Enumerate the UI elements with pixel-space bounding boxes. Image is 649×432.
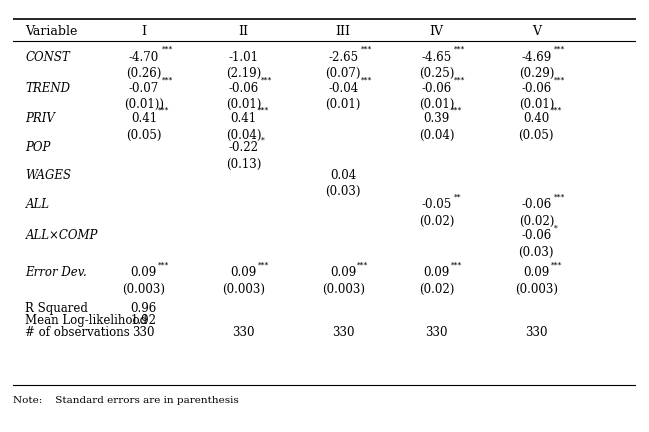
Text: (0.02): (0.02): [519, 215, 554, 228]
Text: (0.003): (0.003): [222, 283, 265, 296]
Text: -0.06: -0.06: [521, 82, 552, 95]
Text: TREND: TREND: [25, 82, 71, 95]
Text: 330: 330: [425, 327, 448, 340]
Text: ***: ***: [454, 77, 465, 85]
Text: ***: ***: [162, 46, 173, 54]
Text: (2.19): (2.19): [226, 67, 261, 80]
Text: 0.40: 0.40: [523, 112, 550, 125]
Text: ***: ***: [162, 77, 173, 85]
Text: 0.41: 0.41: [130, 112, 157, 125]
Text: ***: ***: [361, 77, 372, 85]
Text: ***: ***: [454, 46, 465, 54]
Text: (0.003): (0.003): [322, 283, 365, 296]
Text: 0.04: 0.04: [330, 169, 356, 182]
Text: 1.92: 1.92: [131, 314, 157, 327]
Text: 0.09: 0.09: [130, 266, 157, 280]
Text: WAGES: WAGES: [25, 169, 71, 182]
Text: CONST: CONST: [25, 51, 70, 64]
Text: -0.06: -0.06: [421, 82, 452, 95]
Text: V: V: [532, 25, 541, 38]
Text: Note:    Standard errors are in parenthesis: Note: Standard errors are in parenthesis: [13, 396, 239, 405]
Text: 330: 330: [332, 327, 354, 340]
Text: PRIV: PRIV: [25, 112, 55, 125]
Text: ***: ***: [550, 107, 562, 115]
Text: -1.01: -1.01: [228, 51, 258, 64]
Text: (0.01): (0.01): [326, 98, 361, 111]
Text: (0.13): (0.13): [226, 158, 261, 171]
Text: 0.09: 0.09: [230, 266, 256, 280]
Text: 330: 330: [525, 327, 548, 340]
Text: 0.09: 0.09: [330, 266, 356, 280]
Text: (0.04): (0.04): [419, 129, 454, 142]
Text: (0.02): (0.02): [419, 215, 454, 228]
Text: ***: ***: [261, 77, 273, 85]
Text: -0.06: -0.06: [228, 82, 259, 95]
Text: # of observations: # of observations: [25, 327, 130, 340]
Text: (0.003): (0.003): [515, 283, 558, 296]
Text: -0.04: -0.04: [328, 82, 358, 95]
Text: (0.02): (0.02): [419, 283, 454, 296]
Text: -0.22: -0.22: [228, 141, 258, 154]
Text: (0.01)): (0.01)): [124, 98, 164, 111]
Text: (0.03): (0.03): [519, 246, 554, 259]
Text: ***: ***: [158, 261, 169, 269]
Text: ***: ***: [550, 261, 562, 269]
Text: 0.09: 0.09: [424, 266, 450, 280]
Text: I: I: [141, 25, 146, 38]
Text: 330: 330: [132, 327, 155, 340]
Text: -0.06: -0.06: [521, 229, 552, 242]
Text: ***: ***: [361, 46, 372, 54]
Text: **: **: [454, 194, 462, 201]
Text: (0.01): (0.01): [519, 98, 554, 111]
Text: ***: ***: [358, 261, 369, 269]
Text: 0.39: 0.39: [424, 112, 450, 125]
Text: ***: ***: [554, 194, 565, 201]
Text: (0.26): (0.26): [126, 67, 162, 80]
Text: II: II: [238, 25, 249, 38]
Text: 330: 330: [232, 327, 255, 340]
Text: -2.65: -2.65: [328, 51, 358, 64]
Text: 0.96: 0.96: [130, 302, 157, 314]
Text: (0.07): (0.07): [325, 67, 361, 80]
Text: ***: ***: [258, 107, 269, 115]
Text: ALL×COMP: ALL×COMP: [25, 229, 98, 242]
Text: *: *: [261, 136, 265, 144]
Text: -4.69: -4.69: [521, 51, 552, 64]
Text: -0.05: -0.05: [421, 198, 452, 211]
Text: (0.01): (0.01): [226, 98, 261, 111]
Text: (0.29): (0.29): [519, 67, 554, 80]
Text: -4.65: -4.65: [421, 51, 452, 64]
Text: Mean Log-likelihood: Mean Log-likelihood: [25, 314, 147, 327]
Text: -4.70: -4.70: [129, 51, 159, 64]
Text: (0.01): (0.01): [419, 98, 454, 111]
Text: ***: ***: [451, 261, 462, 269]
Text: (0.05): (0.05): [519, 129, 554, 142]
Text: Variable: Variable: [25, 25, 78, 38]
Text: R Squared: R Squared: [25, 302, 88, 314]
Text: Error Dev.: Error Dev.: [25, 266, 87, 280]
Text: (0.003): (0.003): [122, 283, 165, 296]
Text: ***: ***: [554, 46, 565, 54]
Text: (0.03): (0.03): [325, 185, 361, 198]
Text: (0.05): (0.05): [126, 129, 162, 142]
Text: ALL: ALL: [25, 198, 49, 211]
Text: -0.07: -0.07: [129, 82, 159, 95]
Text: ***: ***: [554, 77, 565, 85]
Text: ***: ***: [158, 107, 169, 115]
Text: (0.25): (0.25): [419, 67, 454, 80]
Text: ***: ***: [258, 261, 269, 269]
Text: IV: IV: [430, 25, 444, 38]
Text: *: *: [554, 225, 557, 232]
Text: -0.06: -0.06: [521, 198, 552, 211]
Text: III: III: [336, 25, 350, 38]
Text: 0.41: 0.41: [230, 112, 256, 125]
Text: ***: ***: [451, 107, 462, 115]
Text: (0.04): (0.04): [226, 129, 262, 142]
Text: 0.09: 0.09: [523, 266, 550, 280]
Text: POP: POP: [25, 141, 51, 154]
